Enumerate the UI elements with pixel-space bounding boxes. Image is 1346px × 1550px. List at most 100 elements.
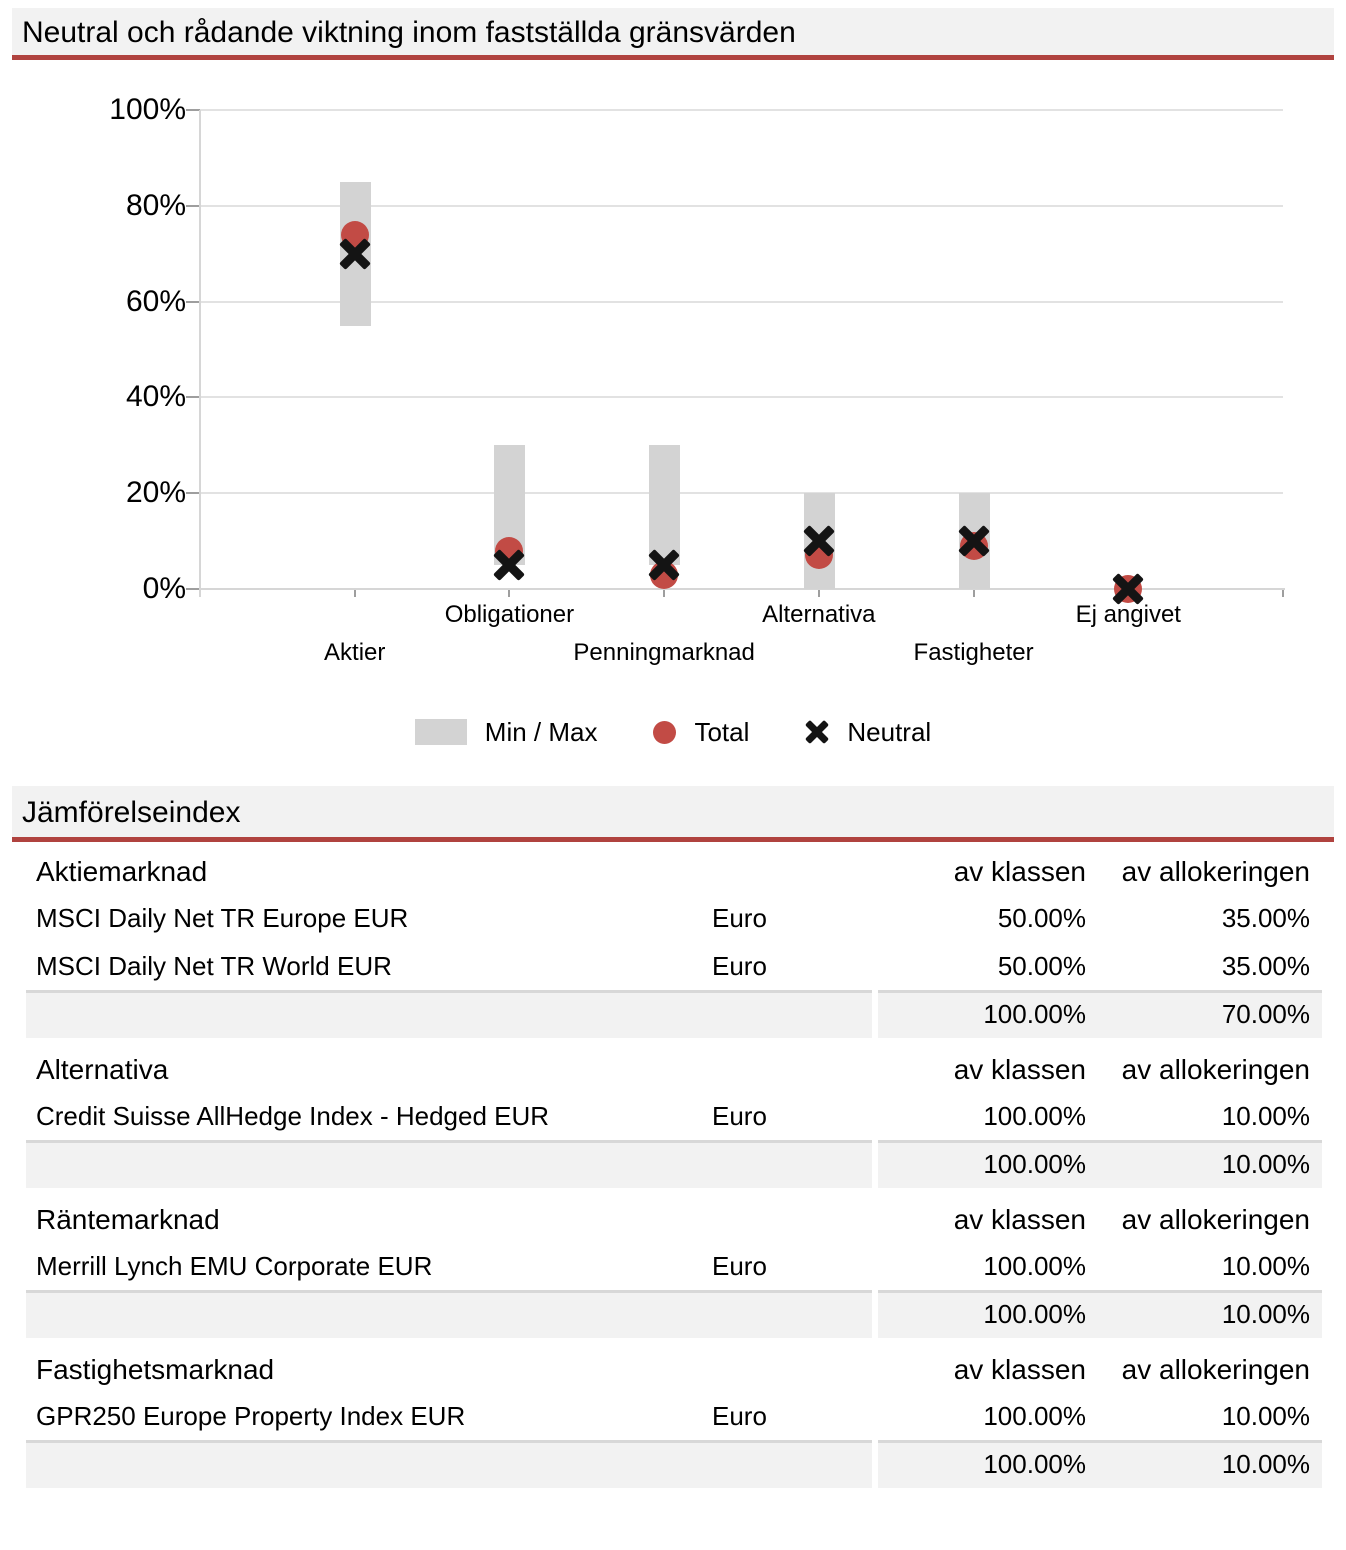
currency: Euro	[712, 1100, 767, 1131]
y-axis-tick	[186, 588, 200, 590]
benchmark-index-table: Aktiemarknad av klassen av allokeringen …	[12, 850, 1334, 1498]
col-header-of-class: av klassen	[953, 1204, 1086, 1235]
gridline-80	[200, 204, 1283, 207]
table-row: MSCI Daily Net TR World EUR Euro 50.00% …	[12, 942, 1334, 990]
table-title: Jämförelseindex	[22, 796, 241, 829]
y-axis-tick	[186, 492, 200, 495]
gridline-100	[200, 109, 1283, 111]
x-category-label: Obligationer	[444, 601, 575, 628]
minmax-bar-2	[649, 445, 681, 566]
currency: Euro	[712, 950, 767, 981]
section-name: Aktiemarknad	[36, 856, 208, 887]
currency: Euro	[712, 1400, 767, 1431]
index-name: MSCI Daily Net TR Europe EUR	[36, 902, 409, 933]
pct-of-class: 100.00%	[983, 1400, 1086, 1431]
section-header-row: Aktiemarknad av klassen av allokeringen	[12, 850, 1334, 894]
total-row-band-right	[878, 990, 1322, 1038]
y-axis-tick	[186, 109, 200, 111]
total-row-band-left	[26, 990, 872, 1038]
neutral-marker-3	[803, 525, 835, 557]
total-pct-of-class: 100.00%	[983, 1449, 1086, 1479]
x-category-label: Ej angivet	[1075, 601, 1181, 628]
total-row-band-left	[26, 1440, 872, 1488]
y-axis-tick	[186, 300, 200, 303]
total-dot-swatch-icon	[653, 720, 677, 744]
allocation-range-chart: 0% 20% 40% 60% 80% 100% Aktier Obligationer Penn…	[0, 0, 1346, 780]
col-header-of-class: av klassen	[953, 856, 1086, 887]
chart-title: Neutral och rådande viktning inom fastst…	[22, 16, 796, 49]
y-axis-label: 0%	[142, 572, 186, 605]
x-axis-end-tick	[1282, 590, 1284, 597]
section-total-row: 100.00% 10.00%	[12, 1290, 1334, 1338]
legend-label-minmax: Min / Max	[484, 716, 598, 747]
section-header-row: Alternativa av klassen av allokeringen	[12, 1048, 1334, 1092]
y-axis-tick	[186, 204, 200, 207]
section-name: Fastighetsmarknad	[36, 1354, 275, 1385]
index-name: Merrill Lynch EMU Corporate EUR	[36, 1250, 433, 1281]
pct-of-allocation: 10.00%	[1221, 1400, 1310, 1431]
section-name: Alternativa	[36, 1054, 169, 1085]
chart-legend: Min / Max Total Neutral	[0, 712, 1346, 752]
x-axis-tick	[508, 590, 511, 597]
gridline-40	[200, 396, 1283, 399]
neutral-marker-2	[648, 549, 680, 581]
legend-label-neutral: Neutral	[847, 716, 932, 747]
legend-item-total: Total	[653, 717, 749, 748]
section-total-row: 100.00% 10.00%	[12, 1440, 1334, 1488]
x-category-label: Fastigheter	[913, 639, 1034, 666]
section-name: Räntemarknad	[36, 1204, 220, 1235]
minmax-range-swatch-icon	[414, 719, 467, 745]
table-row: GPR250 Europe Property Index EUR Euro 10…	[12, 1392, 1334, 1440]
total-row-band-left	[26, 1290, 872, 1338]
pct-of-allocation: 10.00%	[1221, 1250, 1310, 1281]
total-pct-of-allocation: 10.00%	[1221, 1449, 1310, 1479]
y-axis-label: 80%	[125, 188, 186, 222]
section-header-row: Fastighetsmarknad av klassen av allokeri…	[12, 1348, 1334, 1392]
col-header-of-class: av klassen	[953, 1354, 1086, 1385]
pct-of-allocation: 35.00%	[1221, 902, 1310, 933]
table-section-alternativa: Alternativa av klassen av allokeringen C…	[12, 1048, 1334, 1188]
col-header-of-allocation: av allokeringen	[1121, 856, 1310, 887]
legend-label-total: Total	[694, 716, 750, 747]
index-name: MSCI Daily Net TR World EUR	[36, 950, 392, 981]
y-axis-label: 100%	[109, 93, 186, 126]
x-axis-line	[200, 588, 1285, 590]
section-total-row: 100.00% 10.00%	[12, 1140, 1334, 1188]
table-section-fastighetsmarknad: Fastighetsmarknad av klassen av allokeri…	[12, 1348, 1334, 1488]
pct-of-allocation: 10.00%	[1221, 1100, 1310, 1131]
chart-section-header: Neutral och rådande viktning inom fastst…	[12, 8, 1334, 60]
col-header-of-allocation: av allokeringen	[1121, 1354, 1310, 1385]
currency: Euro	[712, 902, 767, 933]
table-row: Merrill Lynch EMU Corporate EUR Euro 100…	[12, 1242, 1334, 1290]
total-pct-of-allocation: 10.00%	[1221, 1299, 1310, 1329]
section-total-row: 100.00% 70.00%	[12, 990, 1334, 1038]
table-row: MSCI Daily Net TR Europe EUR Euro 50.00%…	[12, 894, 1334, 942]
col-header-of-allocation: av allokeringen	[1121, 1054, 1310, 1085]
x-axis-tick	[817, 590, 820, 597]
x-axis-tick	[663, 590, 666, 597]
total-pct-of-allocation: 70.00%	[1221, 999, 1310, 1029]
index-name: GPR250 Europe Property Index EUR	[36, 1400, 466, 1431]
pct-of-class: 50.00%	[997, 950, 1086, 981]
total-row-band-left	[26, 1140, 872, 1188]
currency: Euro	[712, 1250, 767, 1281]
gridline-20	[200, 492, 1283, 495]
y-axis-label: 60%	[125, 284, 186, 318]
y-axis-label: 40%	[125, 380, 186, 414]
pct-of-class: 100.00%	[983, 1100, 1086, 1131]
neutral-marker-1	[493, 549, 525, 581]
pct-of-class: 50.00%	[997, 902, 1086, 933]
total-row-band-right	[878, 1290, 1322, 1338]
neutral-x-swatch-icon	[805, 720, 829, 744]
x-category-label: Aktier	[324, 639, 386, 666]
col-header-of-class: av klassen	[953, 1054, 1086, 1085]
neutral-marker-4	[958, 525, 990, 557]
y-axis-tick	[186, 396, 200, 399]
col-header-of-allocation: av allokeringen	[1121, 1204, 1310, 1235]
total-row-band-right	[878, 1140, 1322, 1188]
neutral-marker-0	[339, 238, 371, 270]
pct-of-allocation: 35.00%	[1221, 950, 1310, 981]
legend-item-neutral: Neutral	[805, 717, 931, 748]
x-category-label: Alternativa	[762, 601, 876, 628]
total-pct-of-class: 100.00%	[983, 1149, 1086, 1179]
